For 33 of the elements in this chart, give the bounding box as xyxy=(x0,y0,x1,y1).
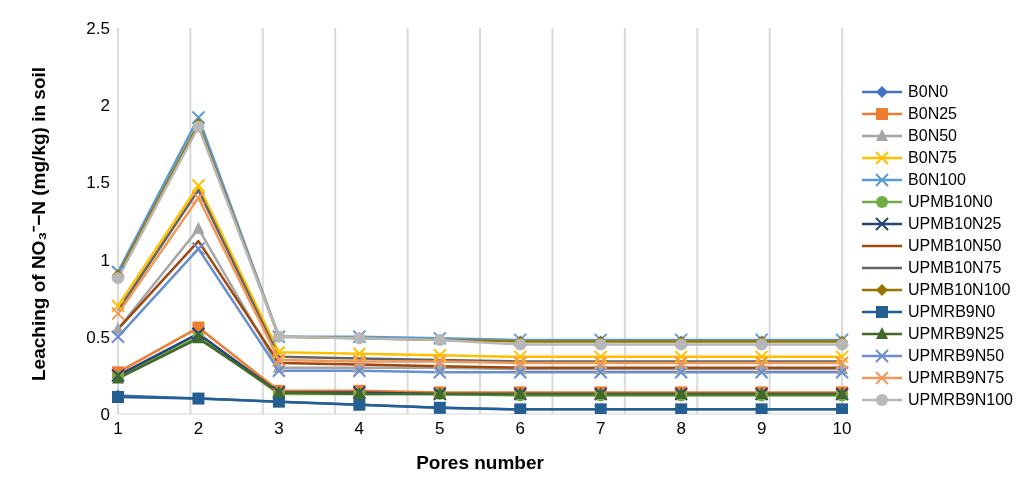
legend-label: UPMB10N100 xyxy=(908,281,1011,299)
legend-label: UPMRB9N25 xyxy=(908,325,1005,343)
y-tick-label: 2 xyxy=(100,96,110,116)
y-tick-label: 1 xyxy=(100,250,110,270)
legend-label: UPMRB9N75 xyxy=(908,369,1005,387)
x-tick-label: 3 xyxy=(274,419,284,439)
legend-label: UPMRB9N50 xyxy=(908,347,1005,365)
legend-label: B0N25 xyxy=(908,105,957,123)
legend-label: UPMB10N50 xyxy=(908,237,1002,255)
legend-label: UPMB10N0 xyxy=(908,193,993,211)
legend-label: B0N100 xyxy=(908,171,966,189)
x-tick-label: 7 xyxy=(595,419,606,439)
legend-label: UPMB10N25 xyxy=(908,215,1002,233)
y-tick-label: 1.5 xyxy=(86,173,110,193)
y-axis-title: Leaching of NO₃⁻−N (mg/kg) in soil xyxy=(27,66,49,381)
y-tick-label: 0 xyxy=(100,405,110,425)
x-tick-label: 5 xyxy=(435,419,445,439)
legend-label: UPMRB9N0 xyxy=(908,303,996,321)
x-axis-title: Pores number xyxy=(416,452,545,473)
x-tick-label: 10 xyxy=(832,419,852,439)
y-tick-label: 0.5 xyxy=(86,327,110,347)
x-tick-label: 1 xyxy=(113,419,123,439)
x-tick-label: 9 xyxy=(756,419,767,439)
legend-label: B0N75 xyxy=(908,149,957,167)
x-tick-label: 4 xyxy=(354,419,365,439)
x-tick-label: 2 xyxy=(193,419,204,439)
y-tick-label: 2.5 xyxy=(86,19,110,39)
x-tick-label: 8 xyxy=(676,419,686,439)
x-tick-label: 6 xyxy=(515,419,525,439)
legend-label: UPMB10N75 xyxy=(908,259,1002,277)
legend-label: B0N50 xyxy=(908,127,957,145)
legend-label: B0N0 xyxy=(908,83,949,101)
legend-label: UPMRB9N100 xyxy=(908,391,1013,409)
